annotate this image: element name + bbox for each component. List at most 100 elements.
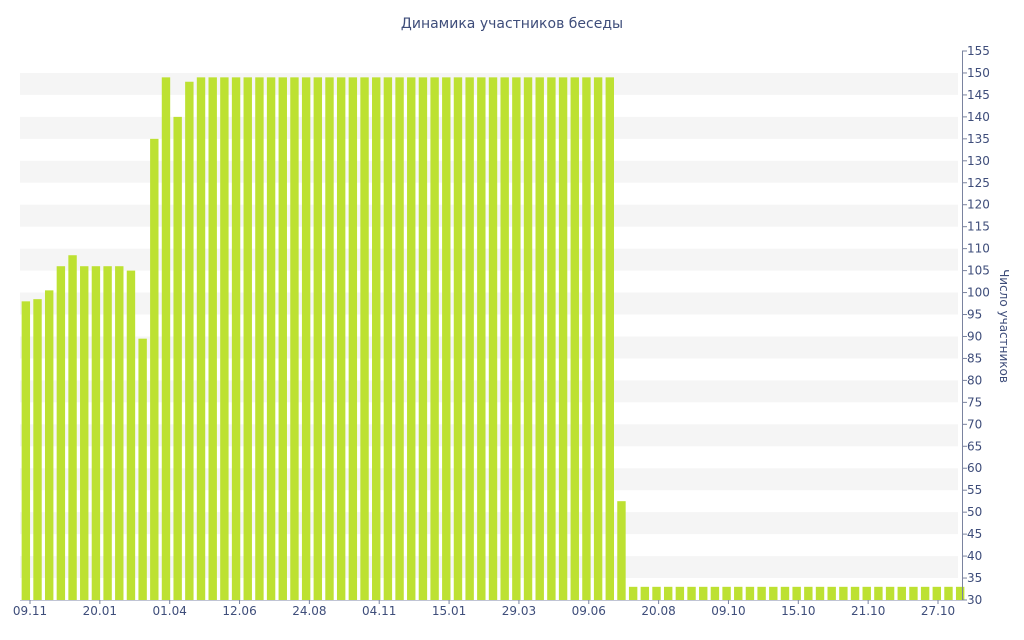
bar xyxy=(920,586,930,600)
bar xyxy=(745,586,755,600)
bar xyxy=(850,586,860,600)
bar xyxy=(161,77,171,601)
bar xyxy=(804,586,813,600)
bar xyxy=(628,586,638,600)
bar xyxy=(640,586,650,600)
bar xyxy=(955,586,965,600)
bar xyxy=(336,77,346,601)
y-tick-label: 120 xyxy=(967,198,990,212)
bar xyxy=(220,77,229,601)
x-tick-label: 15.01 xyxy=(432,604,466,618)
y-tick-label: 80 xyxy=(967,373,982,387)
bar xyxy=(290,77,299,601)
bar xyxy=(103,266,112,600)
bar xyxy=(138,338,147,600)
bar xyxy=(301,77,311,601)
y-tick-label: 105 xyxy=(967,264,990,278)
y-tick-label: 140 xyxy=(967,110,990,124)
bar xyxy=(523,77,533,601)
bar xyxy=(442,77,451,601)
bar xyxy=(687,586,696,600)
bar xyxy=(605,77,614,601)
bar xyxy=(383,77,393,601)
bar xyxy=(862,586,871,600)
bar xyxy=(56,266,66,600)
bar xyxy=(652,586,661,600)
bar xyxy=(68,255,77,601)
bar xyxy=(418,77,428,601)
x-tick-label: 27.10 xyxy=(921,604,955,618)
y-axis-label: Число участников xyxy=(997,269,1011,383)
bar xyxy=(453,77,463,601)
bar xyxy=(780,586,790,600)
y-axis: 30 35 40 45 50 55 60 65 70 75 80 85 90 95 100 105 110 115… xyxy=(962,44,990,607)
y-tick-label: 75 xyxy=(967,395,982,409)
y-tick-label: 145 xyxy=(967,88,990,102)
bar xyxy=(173,116,182,600)
bar xyxy=(874,586,883,600)
bar xyxy=(558,77,568,601)
bar xyxy=(909,586,918,600)
bar xyxy=(266,77,276,601)
x-tick-label: 01.04 xyxy=(153,604,187,618)
bar xyxy=(33,299,42,600)
y-tick-label: 100 xyxy=(967,286,990,300)
bar xyxy=(675,586,685,600)
bar xyxy=(150,138,159,600)
bar xyxy=(663,586,673,600)
y-tick-label: 155 xyxy=(967,44,990,58)
y-tick-label: 55 xyxy=(967,483,982,497)
bar xyxy=(582,77,591,601)
y-tick-label: 30 xyxy=(967,593,982,607)
y-tick-label: 90 xyxy=(967,329,982,343)
bar xyxy=(944,586,953,600)
y-tick-label: 85 xyxy=(967,351,982,365)
x-tick-label: 09.11 xyxy=(13,604,47,618)
bar xyxy=(360,77,369,601)
bar xyxy=(897,586,906,600)
bar xyxy=(313,77,323,601)
x-tick-label: 09.06 xyxy=(572,604,606,618)
y-tick-label: 50 xyxy=(967,505,982,519)
y-tick-label: 35 xyxy=(967,571,982,585)
y-tick-label: 150 xyxy=(967,66,990,80)
bar xyxy=(512,77,521,601)
bar xyxy=(547,77,556,601)
y-tick-label: 130 xyxy=(967,154,990,168)
y-tick-label: 95 xyxy=(967,308,982,322)
bar xyxy=(185,81,194,601)
bar xyxy=(231,77,241,601)
bar xyxy=(91,266,101,600)
x-tick-label: 15.10 xyxy=(781,604,815,618)
x-tick-label: 04.11 xyxy=(362,604,396,618)
y-tick-label: 115 xyxy=(967,220,990,234)
chart-title: Динамика участников беседы xyxy=(401,16,623,32)
bar xyxy=(839,586,848,600)
x-tick-label: 20.08 xyxy=(641,604,675,618)
bar xyxy=(769,586,778,600)
bar xyxy=(885,586,895,600)
bar xyxy=(827,586,836,600)
bar xyxy=(395,77,404,601)
y-tick-label: 60 xyxy=(967,461,982,475)
x-tick-label: 12.06 xyxy=(222,604,256,618)
x-tick-label: 29.03 xyxy=(502,604,536,618)
bar xyxy=(243,77,252,601)
x-tick-label: 09.10 xyxy=(711,604,745,618)
bar xyxy=(208,77,217,601)
bar xyxy=(570,77,579,601)
y-tick-label: 125 xyxy=(967,176,990,190)
bar xyxy=(617,501,626,600)
y-tick-label: 70 xyxy=(967,417,982,431)
bar xyxy=(255,77,264,601)
bar xyxy=(21,301,31,600)
bar xyxy=(80,266,89,600)
bar xyxy=(488,77,498,601)
bar xyxy=(535,77,544,601)
bar xyxy=(348,77,358,601)
bar xyxy=(372,77,381,601)
bar xyxy=(734,586,743,600)
bar xyxy=(710,586,720,600)
